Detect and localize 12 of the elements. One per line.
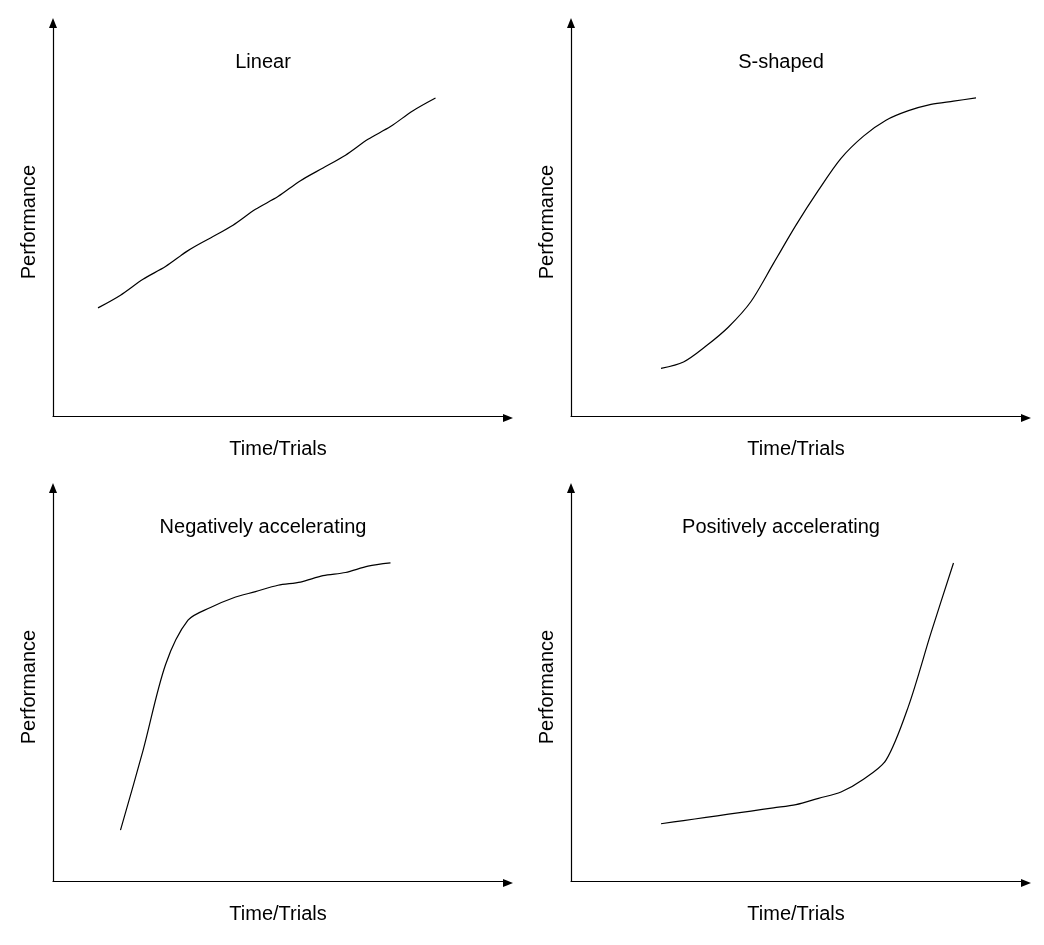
- y-axis-title: Performance: [535, 629, 557, 745]
- chart-title: Positively accelerating: [682, 515, 880, 537]
- x-axis-title: Time/Trials: [229, 437, 327, 459]
- y-axis-title: Performance: [17, 629, 39, 745]
- x-axis-title: Time/Trials: [229, 902, 327, 924]
- y-axis-title: Performance: [535, 164, 557, 280]
- x-axis-title: Time/Trials: [747, 437, 845, 459]
- chart-title: Linear: [235, 50, 292, 72]
- chart-title: Negatively accelerating: [159, 515, 367, 537]
- chart-title: S-shaped: [738, 50, 824, 72]
- x-axis-title: Time/Trials: [747, 902, 845, 924]
- y-axis-title: Performance: [17, 164, 39, 280]
